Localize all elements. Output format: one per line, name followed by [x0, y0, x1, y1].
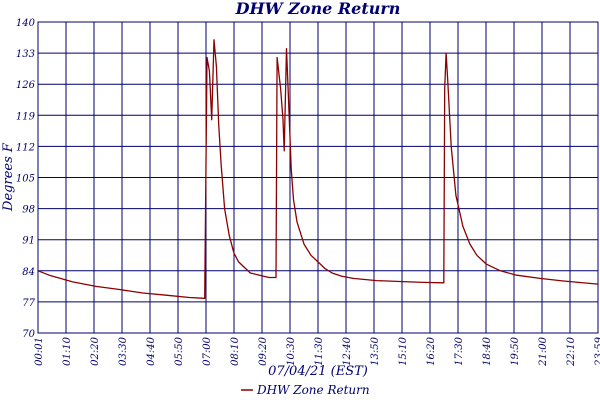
x-tick-label: 15:10	[398, 336, 409, 365]
y-axis-label: Degrees F	[1, 142, 16, 212]
y-tick-label: 140	[16, 18, 36, 29]
x-tick-label: 09:20	[258, 336, 269, 365]
x-tick-label: 16:20	[426, 336, 437, 365]
plot-frame	[37, 21, 599, 334]
x-tick-label: 21:00	[538, 336, 549, 366]
chart-title: DHW Zone Return	[235, 0, 401, 18]
y-tick-label: 70	[22, 329, 35, 340]
x-tick-label: 04:40	[146, 336, 157, 365]
x-tick-label: 01:10	[62, 336, 73, 365]
x-tick-label: 10:30	[286, 336, 297, 365]
x-tick-label: 13:50	[370, 336, 381, 365]
x-tick-label: 03:30	[118, 336, 129, 365]
y-tick-label: 98	[22, 205, 35, 216]
x-tick-label: 08:10	[230, 336, 241, 365]
x-tick-label: 18:40	[482, 336, 493, 365]
x-tick-label: 07:00	[202, 336, 213, 365]
y-axis-ticks: 70 77 84 91 98 105 112 119 126 133 140	[16, 18, 36, 340]
x-tick-label: 02:20	[90, 336, 101, 365]
series-line	[37, 39, 599, 299]
x-tick-label: 05:50	[174, 336, 185, 365]
x-axis-ticks: 00:01 01:10 02:20 03:30 04:40 05:50 07:00 08:10…	[34, 336, 600, 366]
x-tick-label: 11:30	[314, 336, 325, 365]
y-tick-label: 133	[16, 49, 35, 60]
y-tick-label: 77	[22, 298, 35, 309]
y-tick-label: 112	[16, 142, 35, 153]
legend-label: DHW Zone Return	[256, 383, 370, 397]
x-tick-label: 19:50	[510, 336, 521, 365]
legend: DHW Zone Return	[241, 383, 370, 397]
x-tick-label: 00:01	[34, 337, 45, 366]
x-tick-label: 17:30	[454, 336, 465, 365]
x-tick-label: 22:10	[566, 336, 577, 366]
x-tick-label: 23:59	[594, 336, 600, 366]
x-tick-label: 12:40	[342, 336, 353, 365]
series-layer	[37, 39, 599, 299]
x-axis-label: 07/04/21 (EST)	[268, 364, 368, 379]
y-tick-label: 105	[16, 174, 35, 185]
y-tick-label: 126	[16, 80, 36, 91]
y-tick-label: 84	[22, 267, 35, 278]
y-tick-label: 119	[16, 111, 36, 122]
grid	[37, 21, 599, 334]
y-tick-label: 91	[22, 236, 35, 247]
